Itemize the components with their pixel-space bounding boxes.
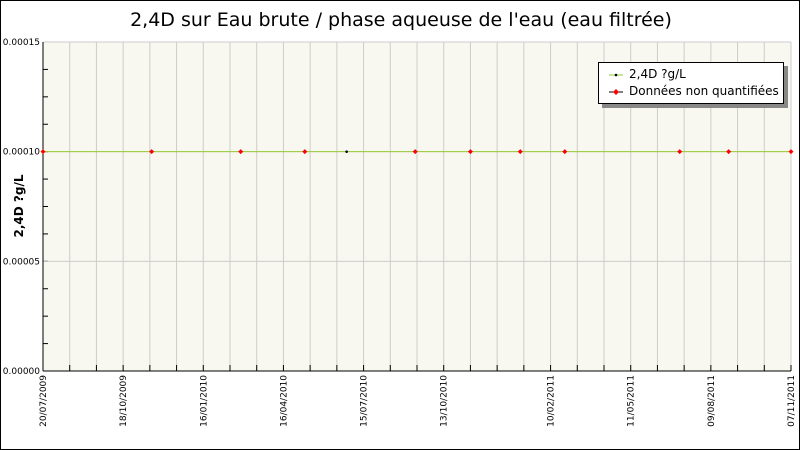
y-tick-label: 0.00000 [3, 367, 40, 377]
non-quantified-point [149, 149, 155, 155]
data-point [345, 150, 348, 153]
non-quantified-point [788, 149, 794, 155]
legend: 2,4D ?g/L Données non quantifiées [598, 62, 784, 104]
x-tick-label: 11/05/2011 [627, 375, 637, 427]
non-quantified-point [302, 149, 308, 155]
x-tick-label: 09/08/2011 [707, 375, 717, 427]
legend-label: Données non quantifiées [629, 84, 779, 98]
chart-title: 2,4D sur Eau brute / phase aqueuse de l'… [130, 9, 672, 31]
non-quantified-point [562, 149, 568, 155]
legend-label: 2,4D ?g/L [629, 67, 686, 81]
x-tick-label: 20/07/2009 [39, 375, 49, 427]
non-quantified-point [677, 149, 683, 155]
x-tick-label: 15/07/2010 [360, 375, 370, 427]
y-axis-label: 2,4D ?g/L [12, 174, 26, 238]
non-quantified-point [238, 149, 244, 155]
legend-swatch-series [609, 70, 623, 80]
y-tick-label: 0.00005 [3, 257, 40, 267]
legend-item-series: 2,4D ?g/L [609, 66, 686, 82]
x-tick-label: 18/10/2009 [119, 375, 129, 427]
x-tick-label: 16/04/2010 [279, 375, 289, 427]
y-tick-label: 0.00015 [3, 38, 40, 48]
y-tick-label: 0.00010 [3, 148, 40, 158]
non-quantified-point [467, 149, 473, 155]
non-quantified-point [517, 149, 523, 155]
x-tick-label: 13/10/2010 [440, 375, 450, 427]
non-quantified-point [412, 149, 418, 155]
legend-swatch-non-quantified [609, 87, 623, 97]
legend-item-non-quantified: Données non quantifiées [609, 83, 779, 99]
x-tick-label: 10/02/2011 [547, 375, 557, 427]
non-quantified-point [726, 149, 732, 155]
x-tick-label: 16/01/2010 [199, 375, 209, 427]
x-tick-label: 07/11/2011 [787, 375, 797, 427]
non-quantified-point [40, 149, 46, 155]
